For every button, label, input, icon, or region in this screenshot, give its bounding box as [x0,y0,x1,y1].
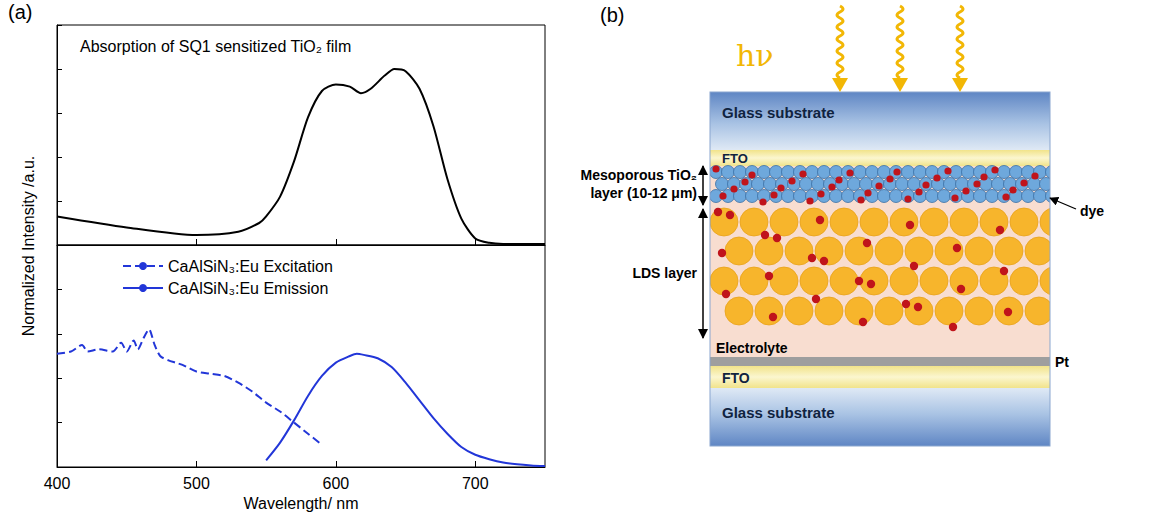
svg-text:700: 700 [462,475,489,492]
svg-text:(b): (b) [600,4,624,26]
svg-text:(a): (a) [8,1,32,23]
svg-text:400: 400 [44,475,71,492]
svg-text:Electrolyte: Electrolyte [716,340,788,356]
svg-text:hν: hν [736,38,774,73]
svg-text:dye: dye [1080,203,1104,219]
svg-text:FTO: FTO [722,370,750,386]
svg-text:Wavelength/ nm: Wavelength/ nm [243,495,358,512]
svg-text:Normalized Intensity /a.u.: Normalized Intensity /a.u. [20,156,37,337]
svg-text:CaAlSiN₃:Eu Excitation: CaAlSiN₃:Eu Excitation [168,258,333,275]
svg-text:Glass substrate: Glass substrate [722,104,835,121]
svg-text:Absorption of SQ1 sensitized T: Absorption of SQ1 sensitized TiO₂ film [80,38,351,55]
svg-text:Glass substrate: Glass substrate [722,404,835,421]
svg-text:CaAlSiN₃:Eu Emission: CaAlSiN₃:Eu Emission [168,280,328,297]
svg-text:LDS layer: LDS layer [632,265,697,281]
svg-text:500: 500 [183,475,210,492]
svg-text:FTO: FTO [722,151,748,166]
svg-text:layer (10-12 μm): layer (10-12 μm) [590,185,697,201]
svg-text:600: 600 [323,475,350,492]
svg-text:Pt: Pt [1055,354,1069,370]
svg-text:Mesoporous TiO₂: Mesoporous TiO₂ [581,167,697,183]
